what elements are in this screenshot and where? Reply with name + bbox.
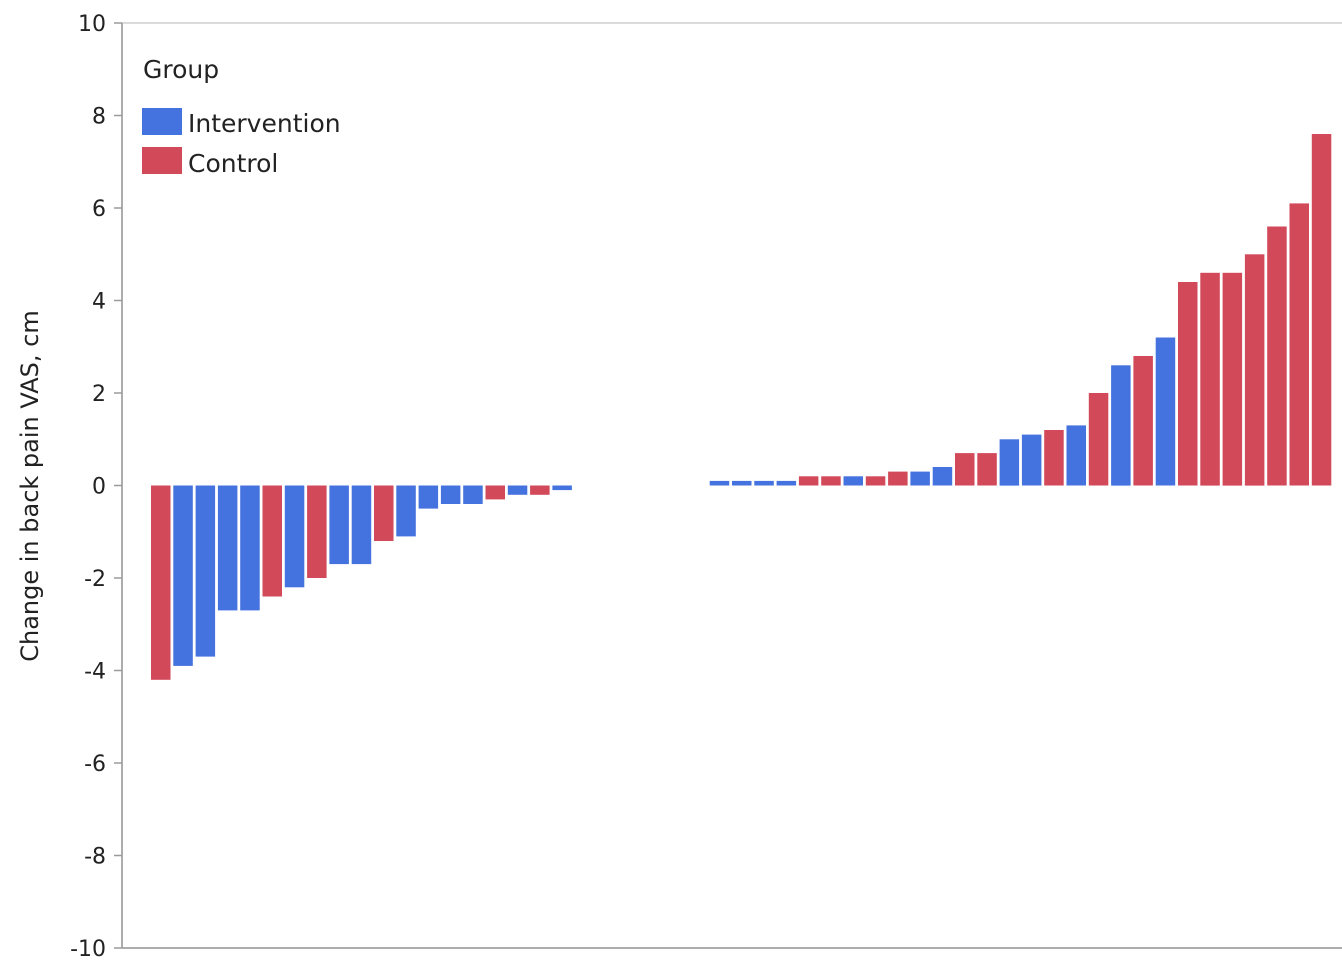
bar-control <box>798 476 819 486</box>
bar-intervention <box>709 480 730 486</box>
y-ticks: 10 8 6 4 2 0 -2 -4 -6 -8 -10 <box>70 12 122 962</box>
bar-control <box>1244 254 1265 486</box>
bar-intervention <box>418 485 439 509</box>
y-tick-label: -8 <box>84 845 106 870</box>
legend-label-intervention: Intervention <box>188 109 341 138</box>
y-tick-label: 6 <box>92 197 106 222</box>
y-tick-label: 2 <box>92 382 106 407</box>
bar-control <box>1133 356 1153 486</box>
legend-label-control: Control <box>188 149 278 178</box>
bar-control <box>374 485 394 541</box>
y-tick-label: -4 <box>84 660 106 685</box>
bar-intervention <box>284 485 305 588</box>
bar-control <box>1200 272 1220 486</box>
bar-control <box>1289 203 1309 486</box>
bar-intervention <box>1111 365 1131 486</box>
bar-control <box>485 485 505 500</box>
bar-intervention <box>932 467 953 486</box>
y-tick-label: -10 <box>70 937 106 962</box>
y-tick-label: 0 <box>92 475 106 500</box>
legend-title: Group <box>143 55 219 84</box>
bar-control <box>865 476 886 486</box>
bar-intervention <box>440 485 461 504</box>
bar-control <box>307 485 327 578</box>
bar-intervention <box>329 485 349 565</box>
bar-control <box>530 485 550 495</box>
legend-swatch-intervention <box>142 108 182 135</box>
y-tick-label: 8 <box>92 105 106 130</box>
bar-intervention <box>999 439 1020 486</box>
bar-control <box>888 471 908 486</box>
bar-intervention <box>240 485 260 611</box>
bar-intervention <box>754 480 774 486</box>
bar-intervention <box>552 485 572 491</box>
bar-intervention <box>173 485 193 666</box>
bar-intervention <box>732 480 752 486</box>
bars <box>151 134 1332 680</box>
bar-control <box>1088 393 1109 486</box>
bar-intervention <box>507 485 528 495</box>
bar-intervention <box>195 485 216 657</box>
bar-control <box>1222 272 1243 486</box>
bar-control <box>821 476 841 486</box>
bar-control <box>1311 134 1332 486</box>
bar-control <box>1044 430 1064 486</box>
bar-intervention <box>1066 425 1086 486</box>
y-tick-label: 10 <box>78 12 106 37</box>
bar-intervention <box>843 476 863 486</box>
bar-intervention <box>1021 434 1042 486</box>
y-tick-label: -6 <box>84 752 106 777</box>
legend-swatch-control <box>142 147 182 174</box>
bar-intervention <box>910 471 930 486</box>
bar-intervention <box>351 485 372 565</box>
bar-control <box>262 485 282 597</box>
y-tick-label: -2 <box>84 567 106 592</box>
bar-control <box>151 485 171 680</box>
bar-intervention <box>776 480 797 486</box>
y-tick-label: 4 <box>92 290 106 315</box>
y-axis-title: Change in back pain VAS, cm <box>16 310 44 662</box>
bar-control <box>977 453 997 486</box>
legend: Group Intervention Control <box>142 55 341 178</box>
bar-intervention <box>396 485 416 537</box>
bar-intervention <box>463 485 483 504</box>
bar-intervention <box>217 485 238 611</box>
bar-intervention <box>1155 337 1176 486</box>
bar-control <box>1178 282 1198 486</box>
bar-control <box>955 453 975 486</box>
bar-control <box>1267 226 1287 486</box>
